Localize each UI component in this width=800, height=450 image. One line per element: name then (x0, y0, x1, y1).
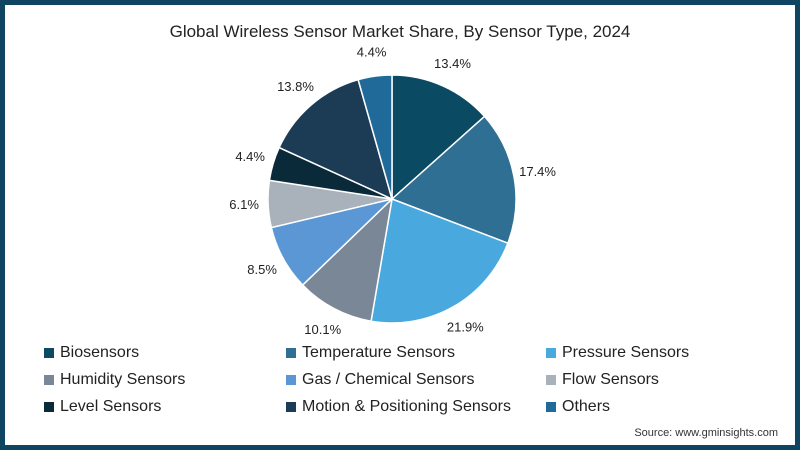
slice-label: 17.4% (519, 164, 556, 179)
pie-slice-humidity-sensors (301, 196, 394, 323)
legend-item: Pressure Sensors (546, 342, 746, 363)
slice-label: 10.1% (304, 322, 341, 337)
legend-swatch-icon (546, 374, 556, 385)
legend-item: Humidity Sensors (44, 369, 286, 390)
legend-swatch-icon (546, 401, 556, 412)
pie-slices (267, 74, 517, 324)
legend-label: Flow Sensors (562, 370, 659, 388)
legend-swatch-icon (286, 374, 296, 385)
slice-label: 4.4% (357, 44, 387, 59)
legend: Biosensors Temperature Sensors Pressure Se… (44, 342, 764, 417)
legend-label: Others (562, 397, 611, 415)
legend-item: Flow Sensors (546, 369, 746, 390)
legend-label: Temperature Sensors (302, 343, 455, 361)
legend-swatch-icon (546, 347, 556, 358)
legend-item: Others (546, 396, 746, 417)
slice-label: 13.8% (277, 79, 314, 94)
legend-swatch-icon (44, 401, 54, 412)
pie-slice-others (357, 74, 393, 200)
chart-title: Global Wireless Sensor Market Share, By … (169, 22, 631, 41)
slice-label: 8.5% (247, 262, 277, 277)
legend-item: Temperature Sensors (286, 342, 546, 363)
legend-label: Humidity Sensors (60, 370, 186, 388)
legend-swatch-icon (44, 374, 54, 385)
slice-label: 6.1% (229, 197, 259, 212)
legend-item: Gas / Chemical Sensors (286, 369, 546, 390)
legend-label: Pressure Sensors (562, 343, 690, 361)
legend-label: Biosensors (60, 343, 140, 361)
legend-label: Level Sensors (60, 397, 162, 415)
slice-label: 21.9% (447, 320, 484, 335)
pie-slice-pressure-sensors (370, 197, 509, 324)
pie-slice-motion-positioning-sensors (278, 78, 394, 201)
slice-label: 13.4% (434, 56, 471, 71)
pie-slice-biosensors (391, 74, 486, 201)
legend-item: Biosensors (44, 342, 286, 363)
pie-labels: 13.4% 17.4% 21.9% 10.1% 8.5% 6.1% 4.4% 13.8% 4.4… (229, 44, 556, 336)
legend-swatch-icon (286, 347, 296, 358)
legend-label: Gas / Chemical Sensors (302, 370, 475, 388)
legend-item: Motion & Positioning Sensors (286, 396, 546, 417)
pie-slice-temperature-sensors (390, 115, 517, 245)
legend-label: Motion & Positioning Sensors (302, 397, 511, 415)
slice-label: 4.4% (235, 149, 265, 164)
legend-swatch-icon (286, 401, 296, 412)
legend-swatch-icon (44, 347, 54, 358)
legend-item: Level Sensors (44, 396, 286, 417)
source-note: Source: www.gminsights.com (634, 427, 778, 439)
